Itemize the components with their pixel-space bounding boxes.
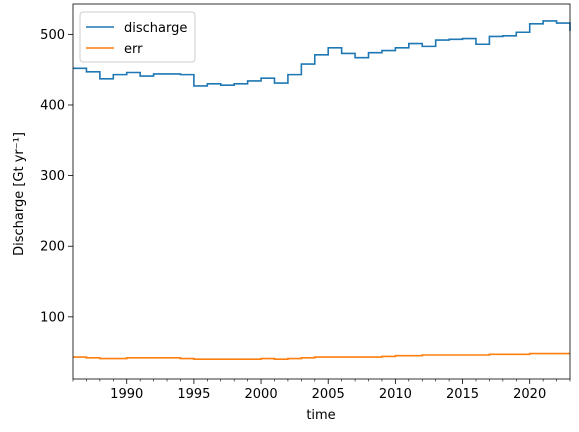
y-tick-label: 500 (40, 28, 65, 43)
y-tick-label: 100 (40, 310, 65, 325)
x-tick-label: 2020 (513, 387, 546, 402)
series-line-err (73, 352, 570, 361)
x-tick-label: 2015 (446, 387, 479, 402)
legend-label-discharge: discharge (124, 21, 187, 36)
legend-label-err: err (124, 42, 143, 57)
series-layer (73, 20, 571, 361)
x-tick-label: 2005 (312, 387, 345, 402)
x-tick-label: 1995 (177, 387, 210, 402)
y-tick-label: 400 (40, 98, 65, 113)
legend: discharge err (79, 11, 196, 63)
axes-frame (72, 3, 571, 380)
y-tick-label: 200 (40, 240, 65, 255)
x-tick-label: 1990 (110, 387, 143, 402)
plot-area (73, 4, 570, 379)
y-tick-label: 300 (40, 169, 65, 184)
x-axis-label: time (306, 408, 335, 423)
y-axis-label: Discharge [Gt yr⁻¹] (12, 132, 27, 256)
x-tick-label: 2000 (245, 387, 278, 402)
x-tick-label: 2010 (379, 387, 412, 402)
ticks-layer: 1990 1995 2000 2005 2010 2015 2020 100 200 300 400… (40, 28, 571, 402)
series-line-discharge (73, 20, 571, 87)
legend-box (79, 11, 196, 63)
